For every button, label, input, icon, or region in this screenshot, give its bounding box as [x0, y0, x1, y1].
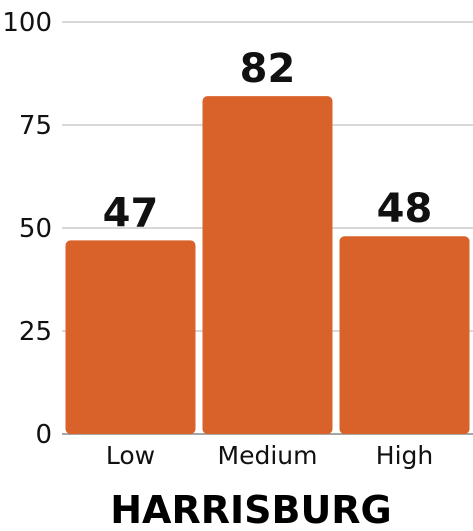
y-tick-label-50: 50 — [19, 214, 52, 244]
bar-high — [339, 236, 470, 434]
x-tick-label-low: Low — [106, 441, 155, 470]
chart-title: HARRISBURG — [110, 488, 392, 531]
value-label-high: 48 — [377, 186, 433, 232]
value-labels: 47 82 48 — [103, 46, 433, 236]
y-tick-label-75: 75 — [19, 111, 52, 141]
x-tick-label-medium: Medium — [218, 441, 318, 470]
y-tick-label-25: 25 — [19, 317, 52, 347]
y-axis-ticks: 0 25 50 75 100 — [2, 8, 52, 450]
x-axis-labels: Low Medium High — [106, 441, 433, 470]
value-label-low: 47 — [103, 190, 159, 236]
bar-low — [65, 240, 196, 434]
bar-medium — [202, 96, 333, 434]
value-label-medium: 82 — [240, 46, 296, 92]
x-tick-label-high: High — [376, 441, 433, 470]
y-tick-label-0: 0 — [35, 420, 52, 450]
y-tick-label-100: 100 — [2, 8, 52, 38]
bars — [65, 96, 470, 434]
